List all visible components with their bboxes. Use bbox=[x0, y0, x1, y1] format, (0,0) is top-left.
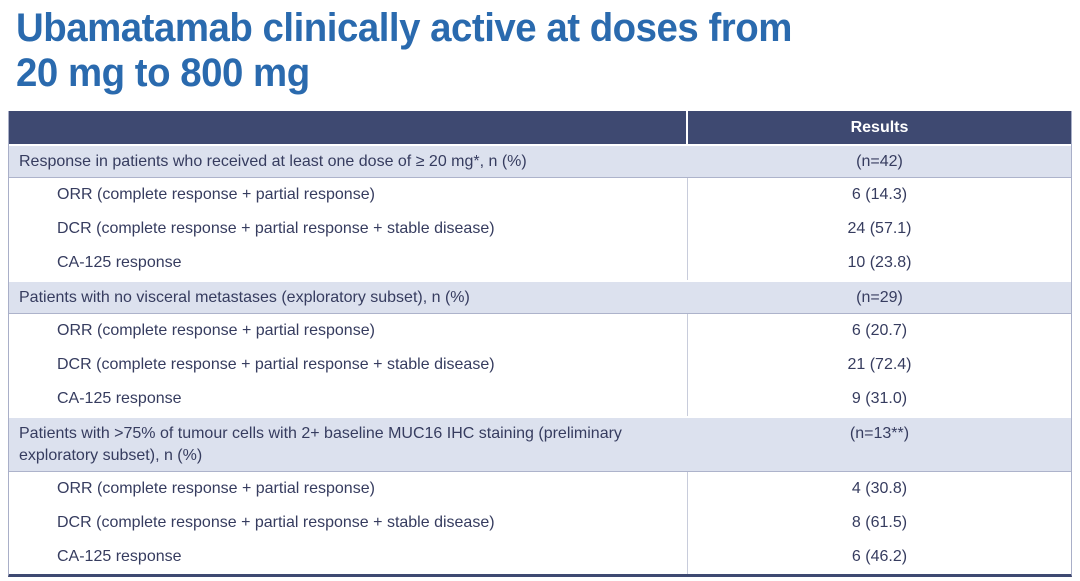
table-row: ORR (complete response + partial respons… bbox=[9, 472, 1071, 506]
row-value: 24 (57.1) bbox=[847, 220, 912, 237]
section-header-row: Patients with >75% of tumour cells with … bbox=[9, 416, 1071, 472]
results-table: Results Response in patients who receive… bbox=[8, 111, 1072, 577]
row-value: 6 (14.3) bbox=[851, 186, 908, 203]
section-n-value: (n=29) bbox=[856, 289, 903, 306]
table-row: DCR (complete response + partial respons… bbox=[9, 348, 1071, 382]
row-label: ORR (complete response + partial respons… bbox=[9, 178, 688, 212]
title-line-1: Ubamatamab clinically active at doses fr… bbox=[16, 6, 792, 50]
table-row: DCR (complete response + partial respons… bbox=[9, 506, 1071, 540]
section-n-value: (n=42) bbox=[856, 153, 903, 170]
row-label: ORR (complete response + partial respons… bbox=[9, 314, 688, 348]
title-line-2: 20 mg to 800 mg bbox=[16, 51, 310, 95]
row-label: ORR (complete response + partial respons… bbox=[9, 472, 688, 506]
table-row: CA-125 response 10 (23.8) bbox=[9, 246, 1071, 280]
row-value: 9 (31.0) bbox=[851, 390, 908, 407]
row-label: DCR (complete response + partial respons… bbox=[9, 506, 688, 540]
row-label: DCR (complete response + partial respons… bbox=[9, 212, 688, 246]
table-row: CA-125 response 9 (31.0) bbox=[9, 382, 1071, 416]
row-value: 6 (46.2) bbox=[851, 548, 908, 565]
row-value: 4 (30.8) bbox=[851, 480, 908, 497]
section-label: Patients with >75% of tumour cells with … bbox=[19, 425, 622, 464]
row-label: CA-125 response bbox=[9, 246, 688, 280]
section-header-row: Response in patients who received at lea… bbox=[9, 144, 1071, 178]
header-empty-cell bbox=[9, 111, 688, 144]
row-label: CA-125 response bbox=[9, 540, 688, 574]
section-label: Response in patients who received at lea… bbox=[19, 153, 527, 170]
table-row: CA-125 response 6 (46.2) bbox=[9, 540, 1071, 574]
page-title: Ubamatamab clinically active at doses fr… bbox=[16, 6, 792, 96]
row-label: DCR (complete response + partial respons… bbox=[9, 348, 688, 382]
table-row: DCR (complete response + partial respons… bbox=[9, 212, 1071, 246]
row-value: 8 (61.5) bbox=[851, 514, 908, 531]
header-results-cell: Results bbox=[850, 118, 909, 136]
table-header-row: Results bbox=[9, 111, 1071, 144]
section-header-row: Patients with no visceral metastases (ex… bbox=[9, 280, 1071, 314]
section-n-value: (n=13**) bbox=[849, 425, 910, 442]
table-row: ORR (complete response + partial respons… bbox=[9, 314, 1071, 348]
section-label: Patients with no visceral metastases (ex… bbox=[19, 289, 470, 306]
row-value: 6 (20.7) bbox=[851, 322, 908, 339]
row-value: 21 (72.4) bbox=[847, 356, 912, 373]
row-value: 10 (23.8) bbox=[847, 254, 912, 271]
table-row: ORR (complete response + partial respons… bbox=[9, 178, 1071, 212]
row-label: CA-125 response bbox=[9, 382, 688, 416]
